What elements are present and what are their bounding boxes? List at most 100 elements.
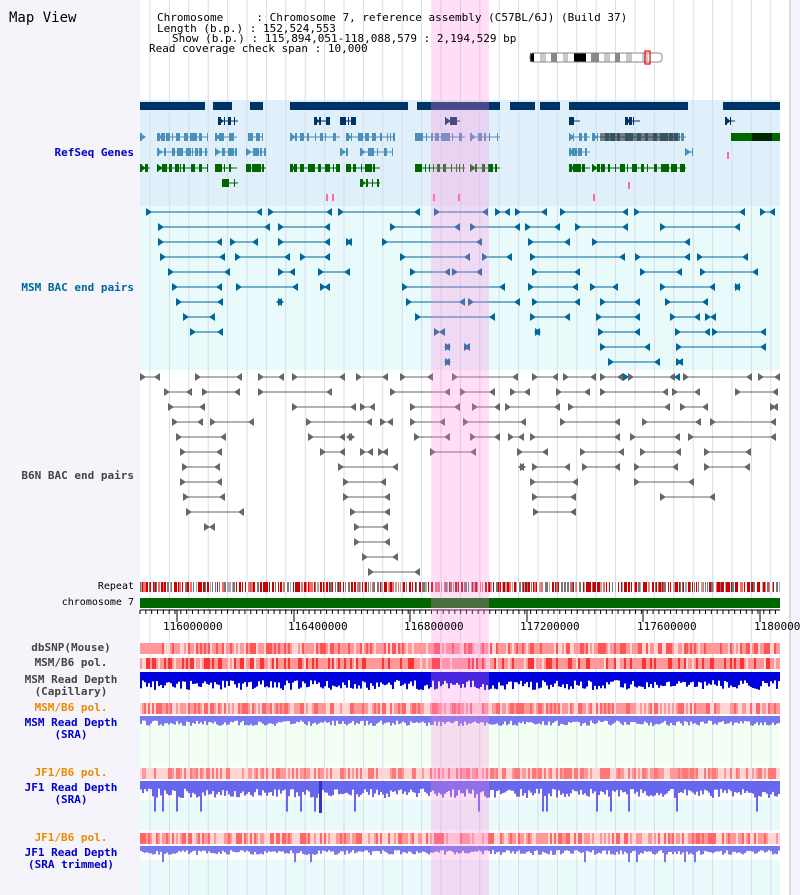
repeat-element [773, 582, 774, 592]
jf1-depth-sra-bar [684, 781, 686, 790]
b6n-bac-pair-end [338, 463, 344, 471]
msm-bac-pair-end [622, 208, 628, 216]
jf1-b6-pol-strip-2 [402, 833, 404, 844]
jf1-depth-trim-bar [488, 846, 490, 852]
refseq-gene-exon [255, 164, 258, 172]
jf1-depth-trim-bar [526, 846, 528, 852]
msm-depth-capillary-bar [766, 672, 768, 684]
msm-b6-pol-strip-2 [692, 703, 694, 714]
jf1-b6-pol-strip [676, 768, 678, 779]
msm-bac-label[interactable]: MSM BAC end pairs [21, 281, 134, 294]
jf1-b6-pol-strip-2 [376, 833, 378, 844]
msm-b6-pol-strip [150, 658, 152, 669]
msm-depth-sra-bar [570, 716, 572, 723]
repeat-element [496, 582, 498, 592]
repeat-element [685, 582, 687, 592]
repeat-element [224, 582, 226, 592]
jf1-depth-sra-bar [278, 781, 280, 790]
jf1-b6-pol-strip [460, 768, 462, 779]
repeat-element [713, 582, 714, 592]
jf1-b6-pol-strip [706, 768, 708, 779]
jf1-depth-sra-bar [452, 781, 454, 790]
dbsnp-strip [400, 643, 402, 654]
jf1-depth-trim-bar [570, 846, 572, 854]
dbsnp-label[interactable]: dbSNP(Mouse) [31, 641, 111, 654]
dbsnp-strip [532, 643, 534, 654]
msm-depth-capillary-bar [532, 672, 534, 690]
msm-b6-pol-strip-2 [432, 703, 434, 714]
b6n-bac-label[interactable]: B6N BAC end pairs [21, 469, 134, 482]
jf1-b6-pol-strip [186, 768, 188, 779]
jf1-b6-pol-strip-2 [236, 833, 238, 844]
msm-depth-sra-bar [408, 716, 410, 726]
msm-b6-pol-strip [560, 658, 562, 669]
jf1-depth-sra-bar [230, 781, 232, 797]
msm-depth-sra-bar [496, 716, 498, 724]
msm-bac-pair-end [344, 268, 350, 276]
jf1-depth-trim-bar [172, 846, 174, 854]
msm-b6-pol-strip-2 [562, 703, 564, 714]
msm-depth-capillary-label[interactable]: MSM Read Depth [24, 673, 118, 686]
jf1-depth-trim-bar [228, 846, 230, 855]
jf1-depth-trim-label[interactable]: JF1 Read Depth [24, 846, 118, 859]
jf1-b6-pol-strip-2 [140, 833, 142, 844]
jf1-depth-sra-bar [312, 781, 314, 798]
jf1-b6-pol-strip-2 [568, 833, 570, 844]
msm-depth-sra-bar [270, 716, 272, 724]
msm-b6-pol-strip-2 [676, 703, 678, 714]
msm-depth-capillary-bar [776, 672, 778, 689]
msm-b6-pol-strip-2 [378, 703, 380, 714]
jf1-depth-sra-bar [518, 781, 520, 797]
repeat-element [395, 582, 397, 592]
msm-depth-sra-bar [432, 716, 434, 726]
msm-depth-sra-bar [658, 716, 660, 725]
msm-depth-capillary-bar [156, 672, 158, 682]
dbsnp-strip [432, 643, 434, 654]
dbsnp-strip [616, 643, 618, 654]
msm-b6-pol-strip-2 [242, 703, 244, 714]
refseq-label[interactable]: RefSeq Genes [54, 146, 134, 159]
msm-depth-sra-label[interactable]: MSM Read Depth [24, 716, 118, 729]
jf1-b6-pol-strip-2 [488, 833, 490, 844]
msm-b6-pol-strip-2 [206, 703, 208, 714]
msm-b6-pol-strip-2 [272, 703, 274, 714]
msm-depth-sra-bar [310, 716, 312, 726]
refseq-gene-exon [654, 164, 657, 172]
msm-b6-pol-strip-2 [340, 703, 342, 714]
dbsnp-strip [322, 643, 324, 654]
dbsnp-strip [498, 643, 500, 654]
jf1-b6-pol-label[interactable]: JF1/B6 pol. [34, 766, 108, 779]
jf1-b6-pol-strip-2 [148, 833, 150, 844]
msm-depth-sra-bar [544, 716, 546, 726]
jf1-depth-sra-bar [690, 781, 692, 792]
msm-b6-pol-strip-2 [734, 703, 736, 714]
msm-b6-pol-strip-2 [634, 703, 636, 714]
msm-depth-sra-bar [754, 716, 756, 724]
msm-b6-pol-label[interactable]: MSM/B6 pol. [34, 656, 108, 669]
repeat-element [207, 582, 209, 592]
jf1-depth-sra-bar [596, 781, 598, 812]
refseq-gene-arrow [248, 133, 254, 141]
msm-b6-pol-label-2[interactable]: MSM/B6 pol. [34, 701, 108, 714]
jf1-b6-pol-strip [256, 768, 258, 779]
msm-b6-pol-strip [320, 658, 322, 669]
jf1-b6-pol-label-2[interactable]: JF1/B6 pol. [34, 831, 108, 844]
msm-depth-sra-bar [152, 716, 154, 722]
repeat-element [465, 582, 467, 592]
msm-depth-sra-bar [694, 716, 696, 724]
jf1-b6-pol-strip-2 [460, 833, 462, 844]
jf1-b6-pol-strip [546, 768, 548, 779]
msm-b6-pol-strip [522, 658, 524, 669]
repeat-element [536, 582, 537, 592]
jf1-depth-trim-bar [624, 846, 626, 852]
msm-b6-pol-strip [254, 658, 256, 669]
jf1-depth-sra-bar [416, 781, 418, 797]
jf1-depth-sra-bar [536, 781, 538, 789]
repeat-element [428, 582, 429, 592]
refseq-gene-exon [482, 164, 485, 172]
jf1-depth-sra-bar [242, 781, 244, 792]
dbsnp-strip [470, 643, 472, 654]
repeat-element [534, 582, 536, 592]
jf1-depth-sra-label[interactable]: JF1 Read Depth [24, 781, 118, 794]
